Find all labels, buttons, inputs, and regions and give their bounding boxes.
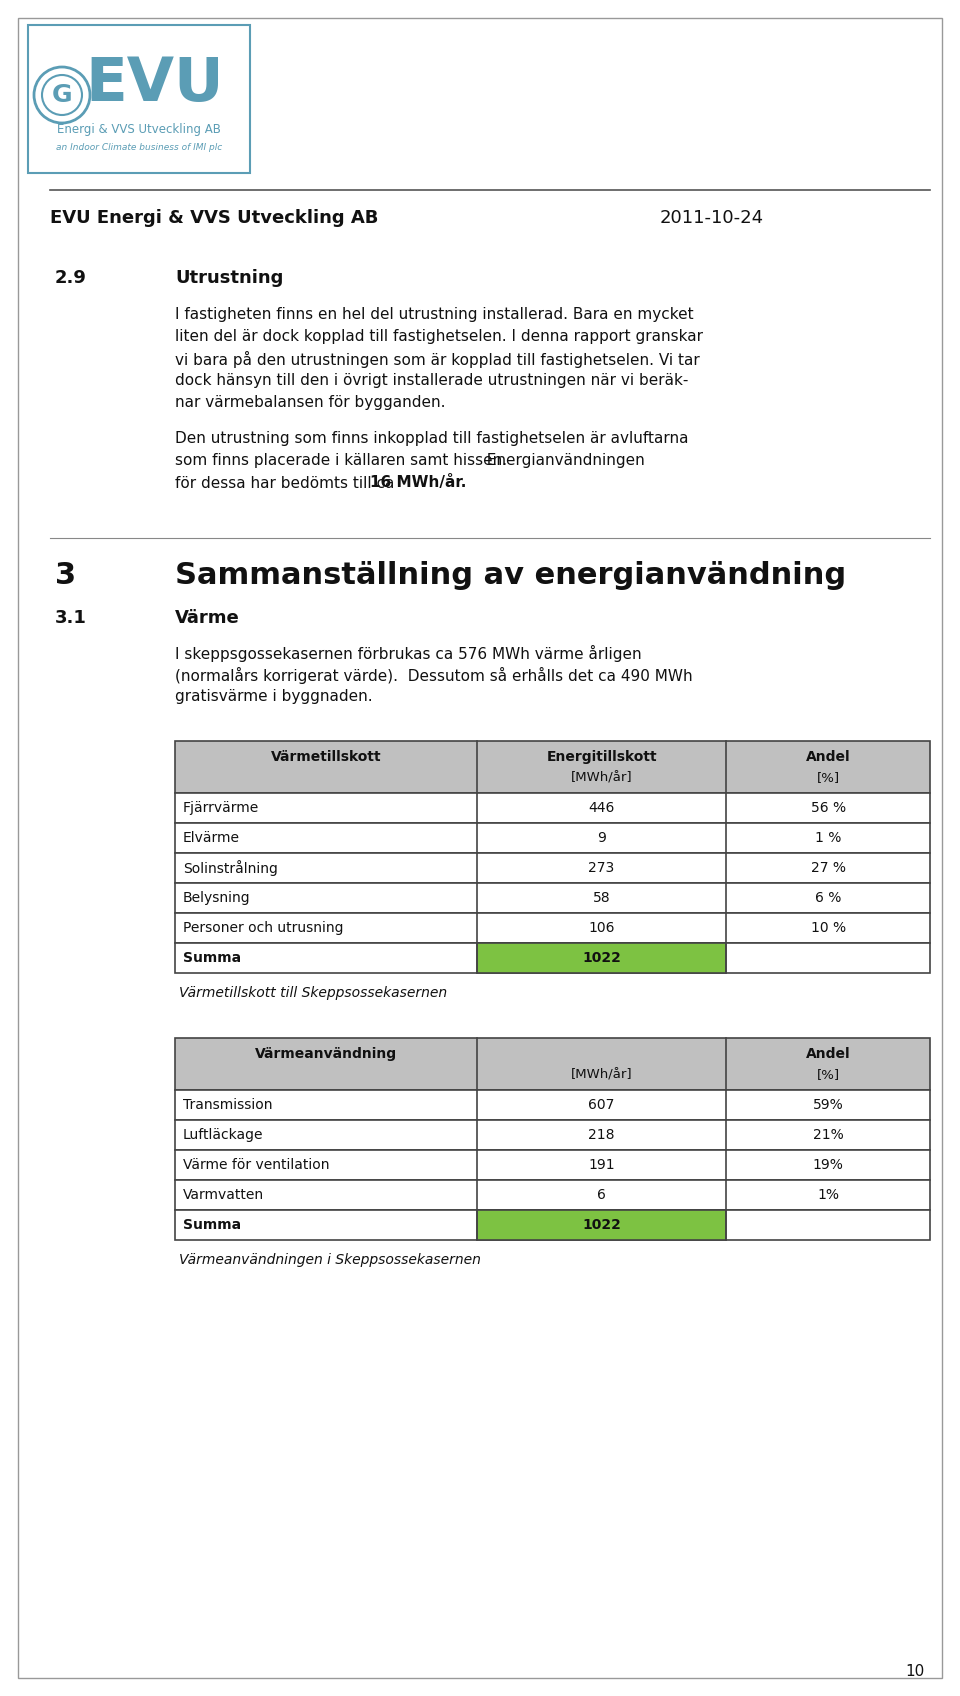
Text: 6: 6: [597, 1187, 606, 1202]
Text: 607: 607: [588, 1097, 614, 1113]
Text: 19%: 19%: [812, 1158, 844, 1172]
Text: EVU: EVU: [85, 56, 225, 115]
Text: Belysning: Belysning: [183, 890, 251, 906]
Text: 106: 106: [588, 921, 614, 934]
Text: liten del är dock kopplad till fastighetselen. I denna rapport granskar: liten del är dock kopplad till fastighet…: [175, 329, 703, 344]
Text: 16 MWh/år.: 16 MWh/år.: [370, 475, 467, 490]
Text: Summa: Summa: [183, 951, 241, 965]
Text: Summa: Summa: [183, 1218, 241, 1231]
Text: 3: 3: [55, 561, 76, 590]
Text: 21%: 21%: [813, 1128, 844, 1141]
Text: 9: 9: [597, 831, 606, 845]
Bar: [175, 741, 930, 794]
Text: dock hänsyn till den i övrigt installerade utrustningen när vi beräk-: dock hänsyn till den i övrigt installera…: [175, 373, 688, 388]
Text: [MWh/år]: [MWh/år]: [571, 772, 633, 785]
Text: 27 %: 27 %: [810, 862, 846, 875]
Text: 446: 446: [588, 801, 614, 816]
Text: (normalårs korrigerat värde).  Dessutom så erhålls det ca 490 MWh: (normalårs korrigerat värde). Dessutom s…: [175, 667, 692, 683]
Circle shape: [42, 75, 82, 115]
Text: I fastigheten finns en hel del utrustning installerad. Bara en mycket: I fastigheten finns en hel del utrustnin…: [175, 307, 694, 322]
Bar: [175, 794, 930, 823]
Bar: [477, 1209, 726, 1240]
Text: Den utrustning som finns inkopplad till fastighetselen är avluftarna: Den utrustning som finns inkopplad till …: [175, 431, 688, 446]
Text: 191: 191: [588, 1158, 615, 1172]
Text: Värme: Värme: [175, 609, 240, 628]
Text: 273: 273: [588, 862, 614, 875]
Text: Solinstrålning: Solinstrålning: [183, 860, 277, 875]
Bar: [175, 884, 930, 912]
Text: 1022: 1022: [582, 1218, 621, 1231]
Text: Andel: Andel: [805, 1046, 851, 1062]
Bar: [175, 912, 930, 943]
Bar: [175, 1150, 930, 1180]
Text: 6 %: 6 %: [815, 890, 841, 906]
Text: Personer och utrusning: Personer och utrusning: [183, 921, 344, 934]
Text: [MWh/år]: [MWh/år]: [571, 1068, 633, 1082]
Text: Varmvatten: Varmvatten: [183, 1187, 264, 1202]
Text: Värmeanvändning: Värmeanvändning: [255, 1046, 397, 1062]
Text: [%]: [%]: [817, 772, 840, 785]
Bar: [175, 823, 930, 853]
Text: Fjärrvärme: Fjärrvärme: [183, 801, 259, 816]
Text: Värmetillskott: Värmetillskott: [271, 750, 381, 763]
Text: 10 %: 10 %: [810, 921, 846, 934]
Text: 3.1: 3.1: [55, 609, 86, 628]
Text: [%]: [%]: [817, 1068, 840, 1082]
Text: 2.9: 2.9: [55, 270, 86, 287]
Bar: [175, 1119, 930, 1150]
Text: Värmetillskott till Skeppsossekasernen: Värmetillskott till Skeppsossekasernen: [179, 985, 447, 1001]
Bar: [175, 1091, 930, 1119]
Text: 10: 10: [905, 1664, 925, 1679]
Text: Energi & VVS Utveckling AB: Energi & VVS Utveckling AB: [57, 124, 221, 136]
Text: nar värmebalansen för bygganden.: nar värmebalansen för bygganden.: [175, 395, 445, 410]
Bar: [175, 1180, 930, 1209]
Text: för dessa har bedömts till ca: för dessa har bedömts till ca: [175, 475, 399, 490]
Text: 1022: 1022: [582, 951, 621, 965]
Text: Luftläckage: Luftläckage: [183, 1128, 263, 1141]
Text: Energianvändningen: Energianvändningen: [477, 453, 645, 468]
Text: Värme för ventilation: Värme för ventilation: [183, 1158, 329, 1172]
Text: Värmeanvändningen i Skeppsossekasernen: Värmeanvändningen i Skeppsossekasernen: [179, 1253, 481, 1267]
Text: Energitillskott: Energitillskott: [546, 750, 657, 763]
Circle shape: [34, 68, 90, 124]
Text: an Indoor Climate business of IMI plc: an Indoor Climate business of IMI plc: [56, 144, 222, 153]
Text: 2011-10-24: 2011-10-24: [660, 209, 764, 227]
Text: Transmission: Transmission: [183, 1097, 273, 1113]
Text: vi bara på den utrustningen som är kopplad till fastighetselen. Vi tar: vi bara på den utrustningen som är koppl…: [175, 351, 700, 368]
Text: 1 %: 1 %: [815, 831, 841, 845]
Text: 218: 218: [588, 1128, 614, 1141]
Text: Elvärme: Elvärme: [183, 831, 240, 845]
Text: gratisvärme i byggnaden.: gratisvärme i byggnaden.: [175, 690, 372, 704]
Text: Sammanställning av energianvändning: Sammanställning av energianvändning: [175, 561, 846, 590]
Text: 1%: 1%: [817, 1187, 839, 1202]
Text: EVU Energi & VVS Utveckling AB: EVU Energi & VVS Utveckling AB: [50, 209, 378, 227]
Text: I skeppsgossekasernen förbrukas ca 576 MWh värme årligen: I skeppsgossekasernen förbrukas ca 576 M…: [175, 644, 641, 661]
Text: 58: 58: [592, 890, 611, 906]
Text: Utrustning: Utrustning: [175, 270, 283, 287]
Text: 56 %: 56 %: [810, 801, 846, 816]
Bar: [175, 943, 930, 974]
Bar: [175, 853, 930, 884]
Text: som finns placerade i källaren samt hissen.: som finns placerade i källaren samt hiss…: [175, 453, 507, 468]
Bar: [175, 1038, 930, 1091]
Text: G: G: [52, 83, 72, 107]
Text: Andel: Andel: [805, 750, 851, 763]
Bar: [28, 25, 250, 173]
Text: 59%: 59%: [813, 1097, 844, 1113]
Bar: [477, 943, 726, 974]
Bar: [175, 1209, 930, 1240]
